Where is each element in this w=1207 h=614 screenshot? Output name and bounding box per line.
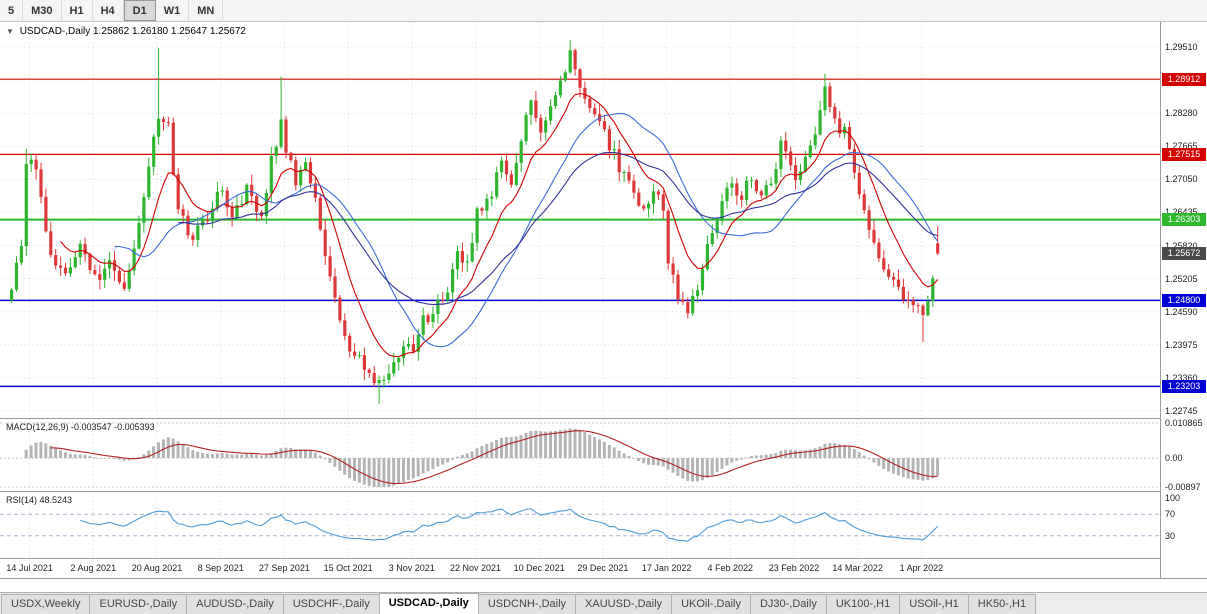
- date-label: 4 Feb 2022: [707, 563, 754, 573]
- date-label: 14 Jul 2021: [6, 563, 53, 573]
- date-label: 23 Feb 2022: [768, 563, 820, 573]
- timeframe-button-M30[interactable]: M30: [23, 0, 62, 21]
- chart-menu-icon[interactable]: ▼: [6, 27, 14, 36]
- rsi-indicator-chart[interactable]: [0, 492, 1160, 558]
- date-label: 1 Apr 2022: [899, 563, 944, 573]
- macd-axis-tick: 0.00: [1165, 453, 1183, 464]
- tab-dj30-daily[interactable]: DJ30-,Daily: [749, 594, 827, 614]
- timeframe-button-D1[interactable]: D1: [123, 0, 156, 21]
- tab-usoil-h1[interactable]: USOil-,H1: [899, 594, 969, 614]
- date-label: 20 Aug 2021: [131, 563, 183, 573]
- tab-audusd-daily[interactable]: AUDUSD-,Daily: [186, 594, 284, 614]
- timeframe-button-H1[interactable]: H1: [62, 0, 93, 21]
- date-label: 8 Sep 2021: [197, 563, 244, 573]
- panel-separator[interactable]: [0, 491, 1207, 492]
- price-level-badge-1.24800: 1.24800: [1162, 293, 1206, 307]
- main-price-chart[interactable]: [0, 22, 1160, 418]
- current-price-badge: 1.25672: [1162, 247, 1206, 261]
- price-tick: 1.27050: [1165, 174, 1198, 185]
- rsi-axis-tick: 30: [1165, 530, 1176, 541]
- price-level-badge-1.23203: 1.23203: [1162, 379, 1206, 393]
- macd-name: MACD(12,26,9): [6, 422, 69, 432]
- price-tick: 1.23360: [1165, 372, 1198, 383]
- date-label: 3 Nov 2021: [388, 563, 435, 573]
- chart-ohlc-values: 1.25862 1.26180 1.25647 1.25672: [93, 26, 246, 37]
- timeframe-button-W1[interactable]: W1: [156, 0, 190, 21]
- price-tick: 1.26435: [1165, 207, 1198, 217]
- tab-usdcnh-daily[interactable]: USDCNH-,Daily: [477, 594, 577, 614]
- tab-uk100-h1[interactable]: UK100-,H1: [825, 594, 901, 614]
- macd-indicator-chart[interactable]: [0, 419, 1160, 491]
- tab-ukoil-daily[interactable]: UKOil-,Daily: [671, 594, 751, 614]
- rsi-axis-tick: 100: [1165, 493, 1181, 503]
- rsi-indicator-label: RSI(14) 48.5243: [6, 495, 72, 505]
- price-level-badge-1.26303: 1.26303: [1162, 213, 1206, 227]
- date-label: 27 Sep 2021: [258, 563, 310, 573]
- rsi-axis-tick: 70: [1165, 509, 1176, 520]
- tab-usdchf-daily[interactable]: USDCHF-,Daily: [282, 594, 380, 614]
- price-tick: 1.24590: [1165, 306, 1198, 317]
- chart-symbol-label: USDCAD-,Daily: [19, 26, 91, 37]
- panel-separator: [0, 578, 1207, 579]
- panel-separator: [0, 558, 1207, 559]
- price-axis[interactable]: 1.29510 1.28280 1.27665 1.27050 1.26435 1.258…: [1161, 22, 1207, 578]
- timeframe-toolbar: 5 M30 H1 H4 D1 W1 MN: [0, 0, 1207, 22]
- date-label: 22 Nov 2021: [449, 563, 502, 573]
- tab-xauusd-daily[interactable]: XAUUSD-,Daily: [575, 594, 673, 614]
- tab-hk50-h1[interactable]: HK50-,H1: [967, 594, 1037, 614]
- macd-axis-tick: 0.010865: [1165, 418, 1203, 428]
- tab-eurusd-daily[interactable]: EURUSD-,Daily: [89, 594, 188, 614]
- timeframe-button-5[interactable]: 5: [0, 0, 24, 21]
- axis-separator: [1160, 22, 1161, 578]
- macd-values: -0.003547 -0.005393: [71, 422, 155, 432]
- timeframe-button-H4[interactable]: H4: [93, 0, 124, 21]
- rsi-value: 48.5243: [39, 495, 73, 505]
- price-tick: 1.27665: [1165, 141, 1198, 152]
- chart-area: ▼ USDCAD-,Daily 1.25862 1.26180 1.25647 …: [0, 22, 1207, 592]
- tab-usdx-weekly[interactable]: USDX,Weekly: [1, 594, 91, 614]
- chart-tabbar: USDX,Weekly EURUSD-,Daily AUDUSD-,Daily USD…: [0, 592, 1207, 614]
- date-label: 14 Mar 2022: [832, 563, 883, 573]
- date-label: 29 Dec 2021: [577, 563, 629, 573]
- price-level-badge-1.28912: 1.28912: [1162, 72, 1206, 86]
- price-tick: 1.23975: [1165, 339, 1198, 350]
- price-level-badge-1.27515: 1.27515: [1162, 147, 1206, 161]
- date-label: 2 Aug 2021: [70, 563, 117, 573]
- panel-separator[interactable]: [0, 418, 1207, 419]
- date-label: 17 Jan 2022: [641, 563, 692, 573]
- rsi-name: RSI(14): [6, 495, 38, 505]
- tab-usdcad-daily[interactable]: USDCAD-,Daily: [378, 593, 479, 614]
- chart-title: ▼ USDCAD-,Daily 1.25862 1.26180 1.25647 …: [6, 26, 246, 37]
- macd-axis-tick: -0.00897: [1165, 482, 1201, 492]
- price-tick: 1.29510: [1165, 42, 1198, 52]
- date-label: 15 Oct 2021: [323, 563, 373, 573]
- date-axis[interactable]: 14 Jul 2021 2 Aug 2021 20 Aug 2021 8 Sep 20…: [0, 559, 1160, 578]
- price-tick: 1.28280: [1165, 108, 1198, 119]
- price-tick: 1.25205: [1165, 273, 1198, 284]
- timeframe-button-MN[interactable]: MN: [189, 0, 224, 21]
- price-tick: 1.25820: [1165, 240, 1198, 251]
- date-label: 10 Dec 2021: [513, 563, 565, 573]
- price-tick: 1.22745: [1165, 406, 1198, 417]
- macd-indicator-label: MACD(12,26,9) -0.003547 -0.005393: [6, 422, 155, 432]
